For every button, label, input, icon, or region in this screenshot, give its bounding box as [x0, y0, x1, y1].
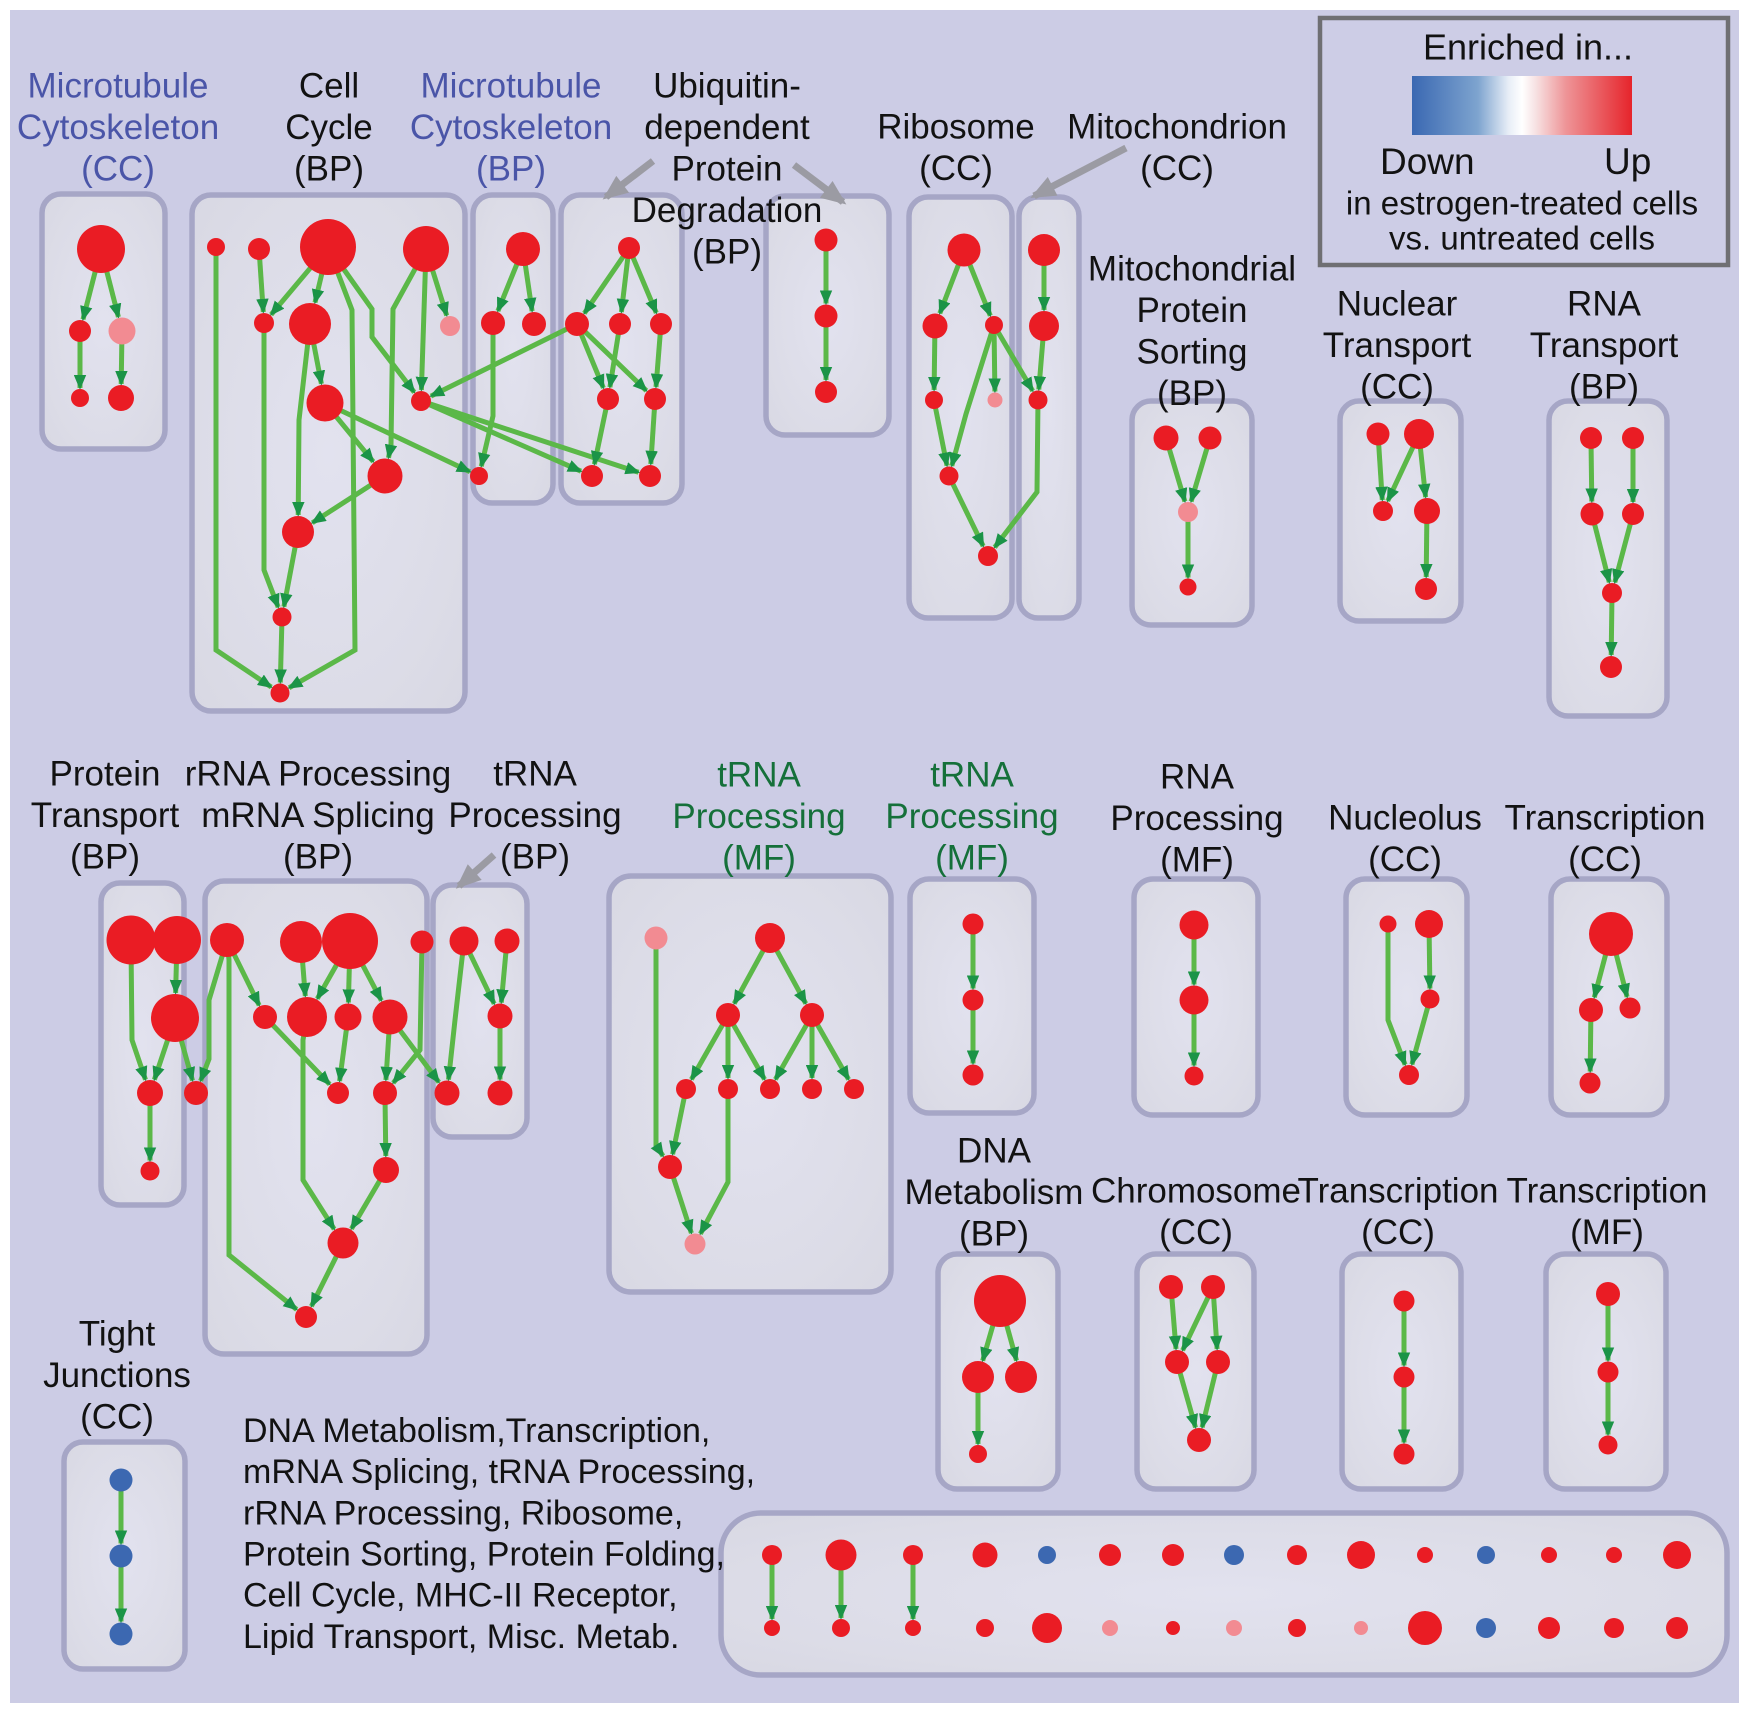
svg-text:(BP): (BP) — [476, 149, 546, 188]
svg-text:Junctions: Junctions — [43, 1356, 191, 1395]
svg-text:DNA Metabolism,Transcription,: DNA Metabolism,Transcription, — [243, 1412, 710, 1450]
svg-text:Degradation: Degradation — [632, 191, 823, 230]
svg-text:tRNA: tRNA — [930, 755, 1014, 794]
svg-text:Transport: Transport — [1530, 326, 1679, 365]
svg-text:Cytoskeleton: Cytoskeleton — [17, 108, 219, 147]
svg-text:tRNA: tRNA — [717, 755, 801, 794]
svg-text:vs. untreated cells: vs. untreated cells — [1389, 220, 1655, 257]
svg-text:rRNA Processing: rRNA Processing — [185, 754, 451, 793]
svg-text:Ribosome: Ribosome — [877, 107, 1035, 146]
svg-text:Cytoskeleton: Cytoskeleton — [410, 108, 612, 147]
svg-text:(CC): (CC) — [919, 149, 993, 188]
svg-text:Protein: Protein — [1137, 291, 1248, 330]
svg-text:(CC): (CC) — [1159, 1213, 1233, 1252]
svg-text:Lipid Transport, Misc. Metab.: Lipid Transport, Misc. Metab. — [243, 1618, 680, 1656]
svg-text:(BP): (BP) — [294, 149, 364, 188]
svg-text:Microtubule: Microtubule — [421, 66, 602, 105]
svg-text:Processing: Processing — [672, 797, 845, 836]
svg-text:Processing: Processing — [885, 797, 1058, 836]
svg-text:Transport: Transport — [1323, 326, 1472, 365]
svg-text:Up: Up — [1604, 141, 1651, 182]
svg-text:Processing: Processing — [448, 796, 621, 835]
svg-text:(MF): (MF) — [1570, 1213, 1644, 1252]
svg-text:Cycle: Cycle — [285, 108, 373, 147]
svg-text:Microtubule: Microtubule — [28, 66, 209, 105]
svg-text:Nuclear: Nuclear — [1337, 284, 1458, 323]
svg-text:Protein: Protein — [672, 149, 783, 188]
svg-text:Down: Down — [1380, 141, 1475, 182]
svg-text:Cell: Cell — [299, 66, 359, 105]
svg-text:Chromosome: Chromosome — [1091, 1171, 1301, 1210]
svg-text:(CC): (CC) — [1568, 840, 1642, 879]
svg-text:rRNA Processing, Ribosome,: rRNA Processing, Ribosome, — [243, 1494, 683, 1532]
svg-text:Processing: Processing — [1110, 799, 1283, 838]
svg-text:Transcription: Transcription — [1298, 1171, 1499, 1210]
svg-text:(CC): (CC) — [81, 149, 155, 188]
svg-text:Nucleolus: Nucleolus — [1328, 798, 1482, 837]
svg-text:(MF): (MF) — [1160, 840, 1234, 879]
svg-text:(BP): (BP) — [959, 1214, 1029, 1253]
svg-text:mRNA Splicing: mRNA Splicing — [201, 796, 434, 835]
svg-text:RNA: RNA — [1160, 757, 1235, 796]
svg-text:Protein: Protein — [50, 754, 161, 793]
svg-text:Cell Cycle, MHC-II Receptor,: Cell Cycle, MHC-II Receptor, — [243, 1577, 678, 1615]
svg-text:(BP): (BP) — [1157, 374, 1227, 413]
svg-text:(BP): (BP) — [692, 232, 762, 271]
svg-text:Mitochondrial: Mitochondrial — [1088, 249, 1296, 288]
svg-text:Mitochondrion: Mitochondrion — [1067, 107, 1287, 146]
svg-text:(MF): (MF) — [722, 838, 796, 877]
svg-text:(CC): (CC) — [80, 1397, 154, 1436]
svg-text:Transcription: Transcription — [1507, 1171, 1708, 1210]
svg-text:tRNA: tRNA — [493, 754, 577, 793]
svg-text:(BP): (BP) — [70, 837, 140, 876]
svg-text:Transcription: Transcription — [1505, 798, 1706, 837]
svg-text:(BP): (BP) — [283, 837, 353, 876]
svg-text:Metabolism: Metabolism — [905, 1173, 1084, 1212]
svg-text:mRNA Splicing, tRNA Processing: mRNA Splicing, tRNA Processing, — [243, 1453, 755, 1491]
svg-text:(CC): (CC) — [1360, 367, 1434, 406]
svg-text:RNA: RNA — [1567, 284, 1642, 323]
svg-text:(CC): (CC) — [1368, 840, 1442, 879]
svg-text:DNA: DNA — [957, 1131, 1032, 1170]
svg-text:(BP): (BP) — [500, 837, 570, 876]
svg-text:(BP): (BP) — [1569, 367, 1639, 406]
svg-text:Enriched in...: Enriched in... — [1423, 27, 1633, 68]
svg-text:Sorting: Sorting — [1137, 332, 1248, 371]
svg-text:(MF): (MF) — [935, 838, 1009, 877]
svg-text:dependent: dependent — [644, 108, 810, 147]
svg-text:in estrogen-treated cells: in estrogen-treated cells — [1346, 185, 1698, 222]
svg-text:Ubiquitin-: Ubiquitin- — [653, 66, 801, 105]
svg-text:(CC): (CC) — [1361, 1213, 1435, 1252]
svg-text:Protein Sorting, Protein Foldi: Protein Sorting, Protein Folding, — [243, 1536, 725, 1574]
svg-text:Tight: Tight — [79, 1314, 156, 1353]
svg-text:Transport: Transport — [31, 796, 180, 835]
svg-text:(CC): (CC) — [1140, 149, 1214, 188]
